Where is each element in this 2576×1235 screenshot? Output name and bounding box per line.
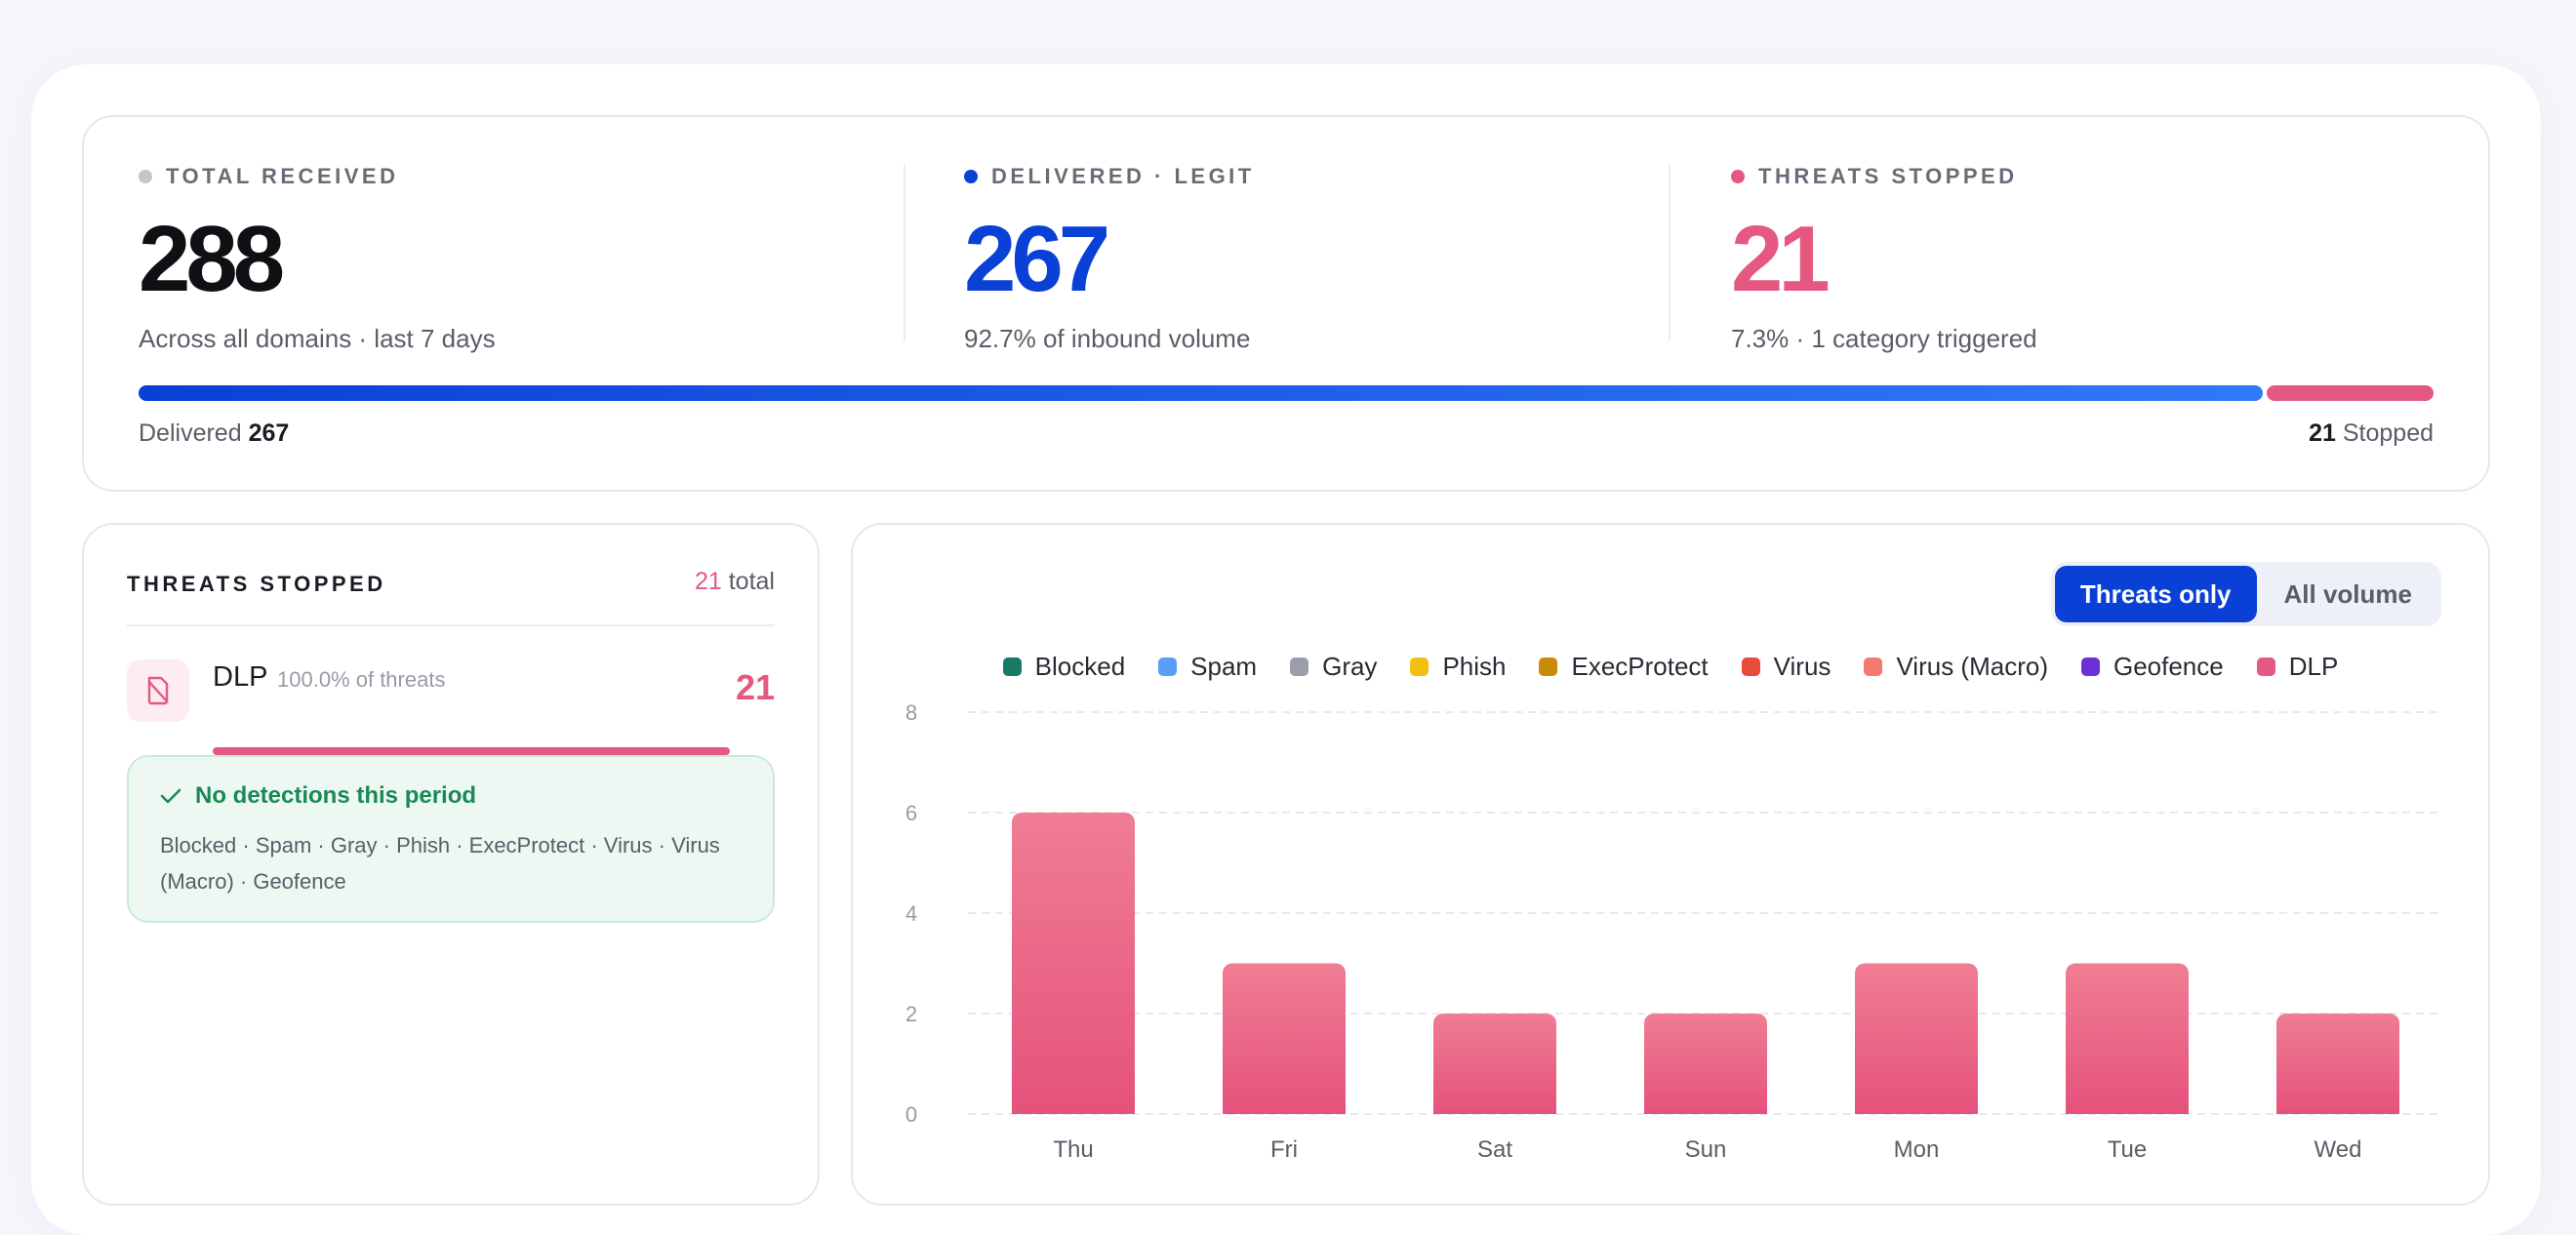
legend-label: Spam	[1190, 652, 1258, 681]
y-tick-label: 0	[906, 1102, 917, 1127]
panel-header: THREATS STOPPED 21 total	[127, 568, 775, 626]
legend-item-geofence[interactable]: Geofence	[2080, 652, 2224, 682]
legend-item-virus-macro[interactable]: Virus (Macro)	[1864, 652, 2048, 682]
all-volume-toggle[interactable]: All volume	[2283, 578, 2412, 609]
stat-label: THREATS STOPPED	[1758, 164, 2018, 188]
divider	[1669, 164, 1670, 341]
legend-item-phish[interactable]: Phish	[1410, 652, 1506, 682]
legend-swatch	[1410, 657, 1429, 676]
stat-label: TOTAL RECEIVED	[166, 164, 399, 188]
stopped-bar-caption: 21 Stopped	[2309, 419, 2434, 447]
legend-label: Phish	[1442, 652, 1507, 681]
x-tick-label: Mon	[1894, 1136, 1940, 1163]
legend-swatch	[1539, 657, 1558, 676]
bar-wed	[2276, 1014, 2399, 1114]
x-tick-label: Tue	[2108, 1136, 2147, 1163]
legend-item-dlp[interactable]: DLP	[2256, 652, 2339, 682]
notice-title: No detections this period	[195, 782, 477, 809]
y-tick-label: 4	[906, 901, 917, 926]
legend-label: ExecProtect	[1571, 652, 1709, 681]
legend-label: Blocked	[1034, 652, 1126, 681]
mail-summary-card: TOTAL RECEIVED 288 Across all domains · …	[82, 115, 2490, 492]
divider	[904, 164, 906, 341]
legend-item-blocked[interactable]: Blocked	[1002, 652, 1126, 682]
stat-total-received: TOTAL RECEIVED 288 Across all domains · …	[139, 164, 496, 354]
x-tick-label: Sun	[1685, 1136, 1727, 1163]
document-blocked-icon	[127, 659, 189, 722]
stat-value: 267	[964, 207, 1110, 311]
delivered-bar-segment	[139, 385, 2263, 401]
legend-swatch	[1864, 657, 1883, 676]
legend-swatch	[2080, 657, 2100, 676]
x-tick-label: Fri	[1270, 1136, 1298, 1163]
notice-category-list: Blocked · Spam · Gray · Phish · ExecProt…	[160, 833, 720, 894]
stat-value: 288	[139, 207, 285, 311]
category-count: 21	[735, 667, 775, 707]
threats-stopped-panel: THREATS STOPPED 21 total DLP 100.0% of t…	[82, 523, 820, 1206]
view-toggle: Threats only All volume	[2050, 562, 2441, 626]
threat-trend-chart-panel: 0 2 4 6 8 Thu Fri Sat Sun Mon Tue Wed Threats only …	[851, 523, 2490, 1206]
x-tick-label: Thu	[1053, 1136, 1093, 1163]
panel-total: 21 total	[694, 568, 775, 595]
legend-swatch	[2256, 657, 2275, 676]
legend-swatch	[1158, 657, 1178, 676]
legend-item-gray[interactable]: Gray	[1290, 652, 1377, 682]
stat-subtext: Across all domains · last 7 days	[139, 324, 496, 353]
volume-split-bar	[139, 385, 2434, 401]
stat-delivered: DELIVERED · LEGIT 267 92.7% of inbound v…	[964, 164, 1255, 354]
delivered-bar-caption: Delivered 267	[139, 419, 290, 447]
y-tick-label: 2	[906, 1002, 917, 1026]
bar-fri	[1223, 963, 1346, 1114]
threats-dot	[1731, 170, 1745, 183]
legend-label: Virus (Macro)	[1896, 652, 2048, 681]
legend-label: DLP	[2288, 652, 2339, 681]
category-progress-bar	[213, 747, 730, 755]
stopped-bar-segment	[2267, 385, 2434, 401]
chart-legend: Blocked Spam Gray Phish ExecProtect Virus Viru…	[853, 652, 2488, 682]
check-icon	[160, 788, 181, 804]
bar-mon	[1855, 963, 1978, 1114]
y-tick-label: 6	[906, 801, 917, 825]
x-tick-label: Sat	[1477, 1136, 1512, 1163]
stat-threats-stopped: THREATS STOPPED 21 7.3% · 1 category tri…	[1731, 164, 2037, 354]
panel-title: THREATS STOPPED	[127, 572, 386, 596]
legend-label: Gray	[1322, 652, 1378, 681]
stat-subtext: 7.3% · 1 category triggered	[1731, 324, 2037, 353]
legend-item-execprotect[interactable]: ExecProtect	[1539, 652, 1709, 682]
stat-value: 21	[1731, 207, 1831, 311]
legend-item-virus[interactable]: Virus	[1741, 652, 1831, 682]
total-dot	[139, 170, 152, 183]
legend-label: Geofence	[2113, 652, 2224, 681]
x-tick-label: Wed	[2314, 1136, 2362, 1163]
stat-label: DELIVERED · LEGIT	[991, 164, 1255, 188]
stat-subtext: 92.7% of inbound volume	[964, 324, 1251, 353]
legend-swatch	[1290, 657, 1309, 676]
bar-sat	[1433, 1014, 1556, 1114]
delivered-dot	[964, 170, 978, 183]
bar-tue	[2066, 963, 2189, 1114]
threats-only-toggle[interactable]: Threats only	[2054, 566, 2257, 622]
category-name: DLP	[213, 661, 268, 693]
threats-bar-chart: 0 2 4 6 8 Thu Fri Sat Sun Mon Tue Wed	[906, 700, 2443, 1163]
legend-item-spam[interactable]: Spam	[1158, 652, 1257, 682]
bar-sun	[1644, 1014, 1767, 1114]
no-detections-notice: No detections this period Blocked · Spam…	[127, 755, 775, 923]
bar-thu	[1012, 813, 1135, 1114]
legend-swatch	[1002, 657, 1022, 676]
category-percent: 100.0% of threats	[277, 667, 446, 692]
legend-swatch	[1741, 657, 1760, 676]
y-tick-label: 8	[906, 700, 917, 725]
threat-category-row[interactable]: DLP 100.0% of threats 21	[127, 659, 775, 755]
legend-label: Virus	[1773, 652, 1831, 681]
